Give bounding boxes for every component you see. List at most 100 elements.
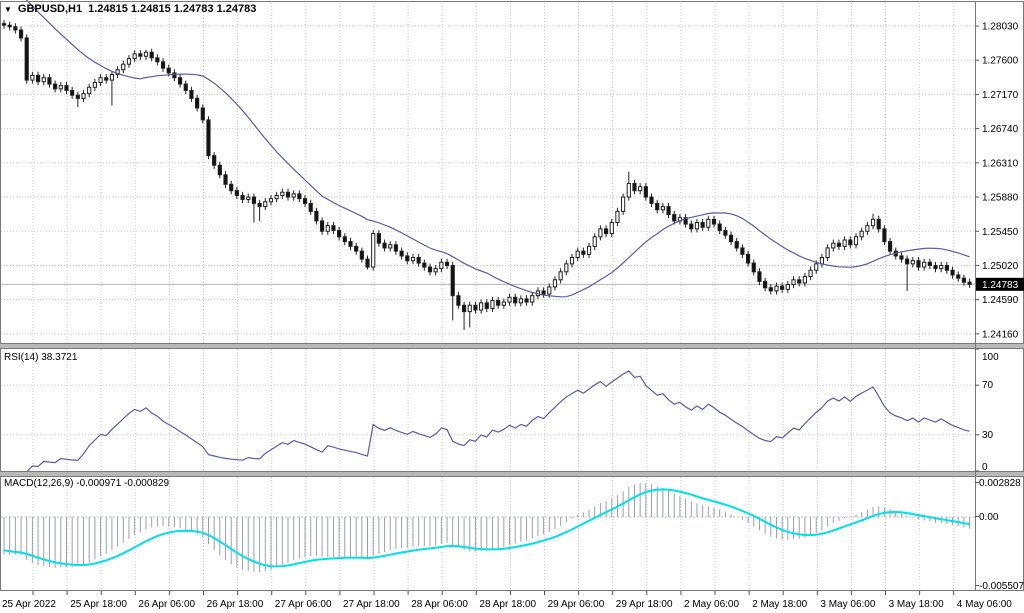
candle-body [933, 264, 938, 270]
candle-body [359, 250, 364, 260]
candle-body [149, 51, 154, 59]
time-axis-label: 2 May 18:00 [752, 599, 807, 610]
candle-body [160, 61, 166, 69]
candle-body [126, 58, 132, 65]
candle-body [916, 260, 921, 268]
candle-body [121, 63, 126, 71]
time-axis-label: 3 May 06:00 [820, 599, 875, 610]
candle-body [166, 67, 171, 74]
candle-body [638, 186, 643, 192]
candle-body [745, 253, 751, 264]
macd-axis[interactable]: 0.002828 0.00 -0.005507 [975, 478, 1024, 592]
candle-body [603, 228, 609, 235]
candle-body [905, 258, 910, 265]
candle-body [479, 302, 484, 311]
candle-body [655, 202, 660, 211]
rsi-axis[interactable]: 100 70 30 0 [975, 348, 999, 473]
time-axis-label: 2 May 06:00 [684, 599, 739, 610]
candle-body [797, 279, 802, 284]
candle-body [581, 250, 586, 255]
symbol-dropdown-icon[interactable]: ▼ [4, 4, 12, 14]
candle-body [285, 191, 291, 198]
time-axis-label: 25 Apr 2022 [2, 599, 56, 610]
macd-histogram [3, 483, 971, 573]
candle-body [348, 241, 353, 247]
candle-body [268, 198, 274, 203]
moving-average-line [25, 0, 970, 298]
candle-body [13, 26, 18, 31]
candle-body [229, 183, 234, 192]
time-axis[interactable]: 25 Apr 2022 25 Apr 18:00 26 Apr 06:00 26 Ap… [2, 591, 1012, 610]
symbol-label: GBPUSD,H1 [17, 3, 83, 15]
candle-body [206, 119, 211, 157]
price-axis-label: 1.25880 [982, 193, 1019, 204]
candle-body [240, 194, 245, 200]
candle-body [81, 93, 86, 99]
candle-body [456, 295, 461, 306]
time-axis-label: 27 Apr 18:00 [343, 599, 400, 610]
candle-body [109, 74, 115, 81]
candle-body [104, 77, 109, 81]
candle-body [138, 53, 143, 57]
candle-body [223, 174, 228, 185]
candle-body [825, 247, 830, 259]
candle-body [297, 193, 302, 200]
ohlc-readout: 1.24815 1.24815 1.24783 1.24783 [88, 3, 257, 15]
candle-body [291, 193, 296, 198]
candle-body [518, 298, 523, 304]
candle-body [660, 206, 665, 211]
candle-body [649, 196, 654, 204]
candle-body [172, 72, 177, 79]
candle-body [552, 279, 558, 288]
candle-body [484, 302, 489, 309]
candle-body [18, 29, 24, 39]
rsi-line [4, 370, 970, 473]
candle-body [212, 155, 217, 166]
candle-body [507, 296, 512, 303]
candle-body [569, 257, 575, 265]
time-axis-label: 26 Apr 18:00 [207, 599, 264, 610]
macd-axis-label: 0.00 [979, 512, 999, 523]
candle-body [433, 268, 438, 273]
candle-body [848, 239, 853, 246]
candle-body [189, 89, 194, 99]
rsi-axis-label: 70 [982, 380, 994, 391]
panel-separator[interactable] [0, 344, 1024, 348]
candle-body [388, 244, 393, 249]
candle-body [217, 164, 222, 176]
candle-body [791, 279, 796, 286]
candle-body [308, 202, 313, 212]
candle-body [836, 242, 842, 247]
candle-body [802, 276, 807, 284]
candle-body [450, 264, 455, 297]
candle-body [615, 210, 620, 223]
candle-body [683, 217, 688, 225]
candle-body [246, 196, 251, 200]
candle-body [461, 304, 467, 313]
candle-body [723, 229, 728, 236]
time-axis-label: 28 Apr 06:00 [411, 599, 468, 610]
candle-body [774, 285, 779, 292]
rsi-axis-label: 30 [982, 430, 994, 441]
candle-body [882, 228, 887, 243]
time-axis-label: 26 Apr 06:00 [138, 599, 195, 610]
candle-body [717, 223, 722, 231]
candle-body [558, 271, 563, 281]
rsi-axis-label: 100 [982, 352, 999, 363]
candle-body [422, 262, 427, 268]
price-axis-label: 1.25020 [982, 261, 1019, 272]
panel-separator[interactable] [0, 472, 1024, 476]
candle-body [751, 262, 756, 273]
candle-body [944, 264, 949, 271]
candle-body [58, 85, 63, 90]
price-axis-label: 1.24590 [982, 295, 1019, 306]
candle-body [564, 263, 569, 273]
candle-body [183, 83, 188, 91]
candle-body [410, 257, 416, 262]
candle-body [609, 221, 614, 235]
candle-body [251, 196, 257, 204]
candle-body [927, 261, 932, 266]
candle-body [337, 229, 342, 238]
price-axis[interactable]: 1.28030 1.27600 1.27170 1.26740 1.26310 1.258… [975, 22, 1024, 341]
